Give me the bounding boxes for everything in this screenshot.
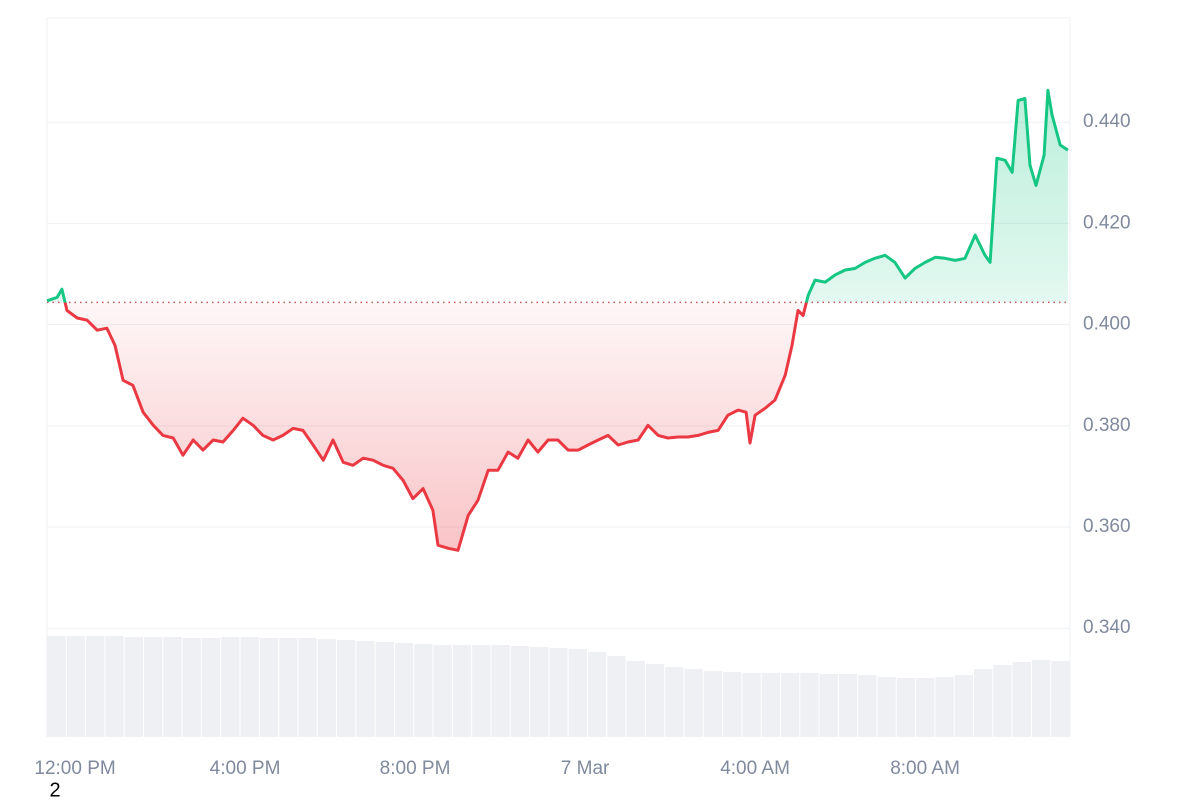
volume-bar [298,638,317,737]
volume-bar [1031,660,1051,737]
volume-bar [626,661,645,737]
volume-bar [279,638,298,737]
volume-bar [684,669,703,737]
volume-bar [221,637,240,737]
volume-bar [530,647,549,737]
y-tick-label: 0.360 [1083,516,1131,537]
volume-bar [973,669,993,737]
volume-bar [838,674,858,737]
volume-bar [761,673,780,737]
price-line [46,88,1069,552]
volume-bar [375,642,394,737]
x-tick-label: 12:00 PM [34,758,115,779]
volume-bar [723,672,742,737]
area-fill [47,90,1068,551]
y-tick-label: 0.420 [1083,212,1131,233]
volume-bar [201,638,221,737]
volume-bar [182,638,201,737]
volume-bar [858,675,877,737]
volume-bar [587,652,607,737]
y-tick-label: 0.400 [1083,314,1131,335]
x-tick-label: 4:00 PM [210,758,281,779]
volume-bar [800,673,819,737]
volume-bar [954,675,973,737]
volume-bar [896,678,916,737]
volume-bar [337,640,356,737]
volume-bar [124,637,144,737]
volume-bar [472,645,491,737]
volume-bar [452,645,472,737]
volume-bar [568,649,587,737]
y-tick-label: 0.440 [1083,111,1131,132]
volume-bar [819,674,838,737]
volume-bar [1051,661,1070,737]
volume-bar [742,673,761,737]
volume-bar [105,636,124,737]
y-tick-label: 0.380 [1083,415,1131,436]
annotation: 2 [49,779,60,800]
x-tick-label: 8:00 PM [380,758,451,779]
volume-bar [356,641,375,737]
volume-bar [510,646,530,737]
volume-bar [916,678,935,737]
volume-bar [47,636,66,737]
volume-bar [665,667,684,737]
volume-bar [433,645,452,737]
volume-bar [163,637,182,737]
volume-bar [414,644,433,737]
x-tick-label: 8:00 AM [890,758,960,779]
volume-bar [935,677,954,737]
x-tick-label: 7 Mar [561,758,610,779]
x-tick-label: 4:00 AM [720,758,790,779]
volume-bar [317,639,337,737]
volume-bar [491,645,510,737]
y-tick-label: 0.340 [1083,617,1131,638]
volume-bar [259,638,279,737]
volume-bar [144,637,163,737]
volume-bar [993,665,1012,737]
volume-bar [240,637,259,737]
volume-layer [47,636,1070,737]
volume-bar [66,636,86,737]
price-layer [46,88,1070,552]
volume-bar [877,677,896,737]
volume-bar [607,656,626,737]
volume-bar [86,636,105,737]
volume-bar [394,643,414,737]
volume-bar [703,671,723,737]
volume-bar [780,673,800,737]
volume-bar [645,664,665,737]
volume-bar [1012,662,1031,737]
volume-bar [549,648,568,737]
